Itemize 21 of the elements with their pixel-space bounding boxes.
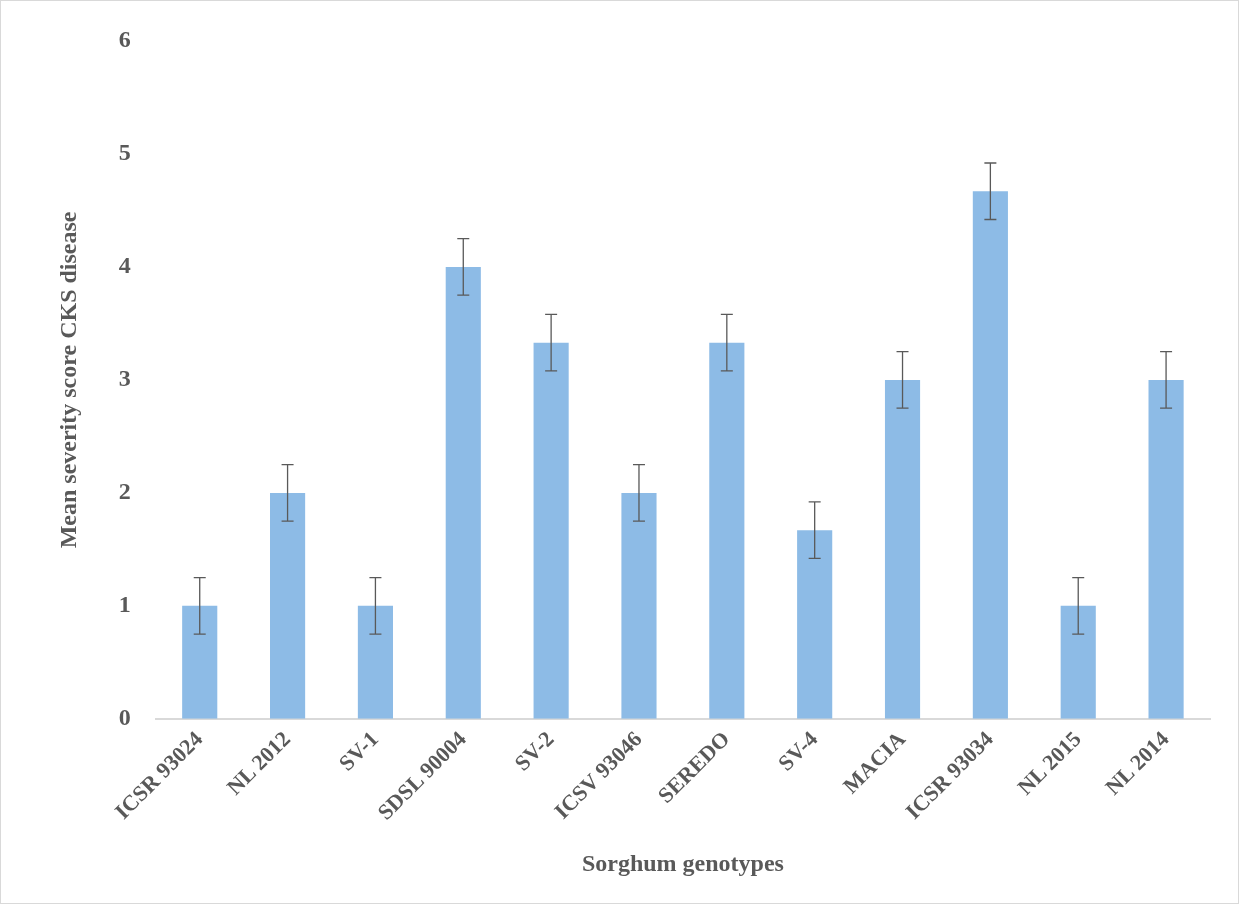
x-axis-title: Sorghum genotypes [581,849,784,876]
y-tick-label: 3 [118,365,131,392]
bar [445,266,481,719]
y-tick-label: 1 [118,591,131,618]
bar [182,605,218,719]
y-tick-label: 4 [118,252,131,279]
bar [972,191,1008,719]
y-axis-title: Mean severity score CKS disease [54,211,81,549]
bar [884,379,921,719]
y-tick-label: 6 [118,26,131,53]
bar [621,492,657,719]
bar [270,492,306,719]
bar [357,605,393,719]
y-tick-label: 5 [118,139,131,166]
bar [709,342,745,719]
bar [1060,605,1096,719]
y-tick-label: 2 [118,478,131,505]
bar [1148,379,1184,719]
bar [797,530,833,719]
bar [533,342,569,719]
y-tick-label: 0 [118,704,131,731]
